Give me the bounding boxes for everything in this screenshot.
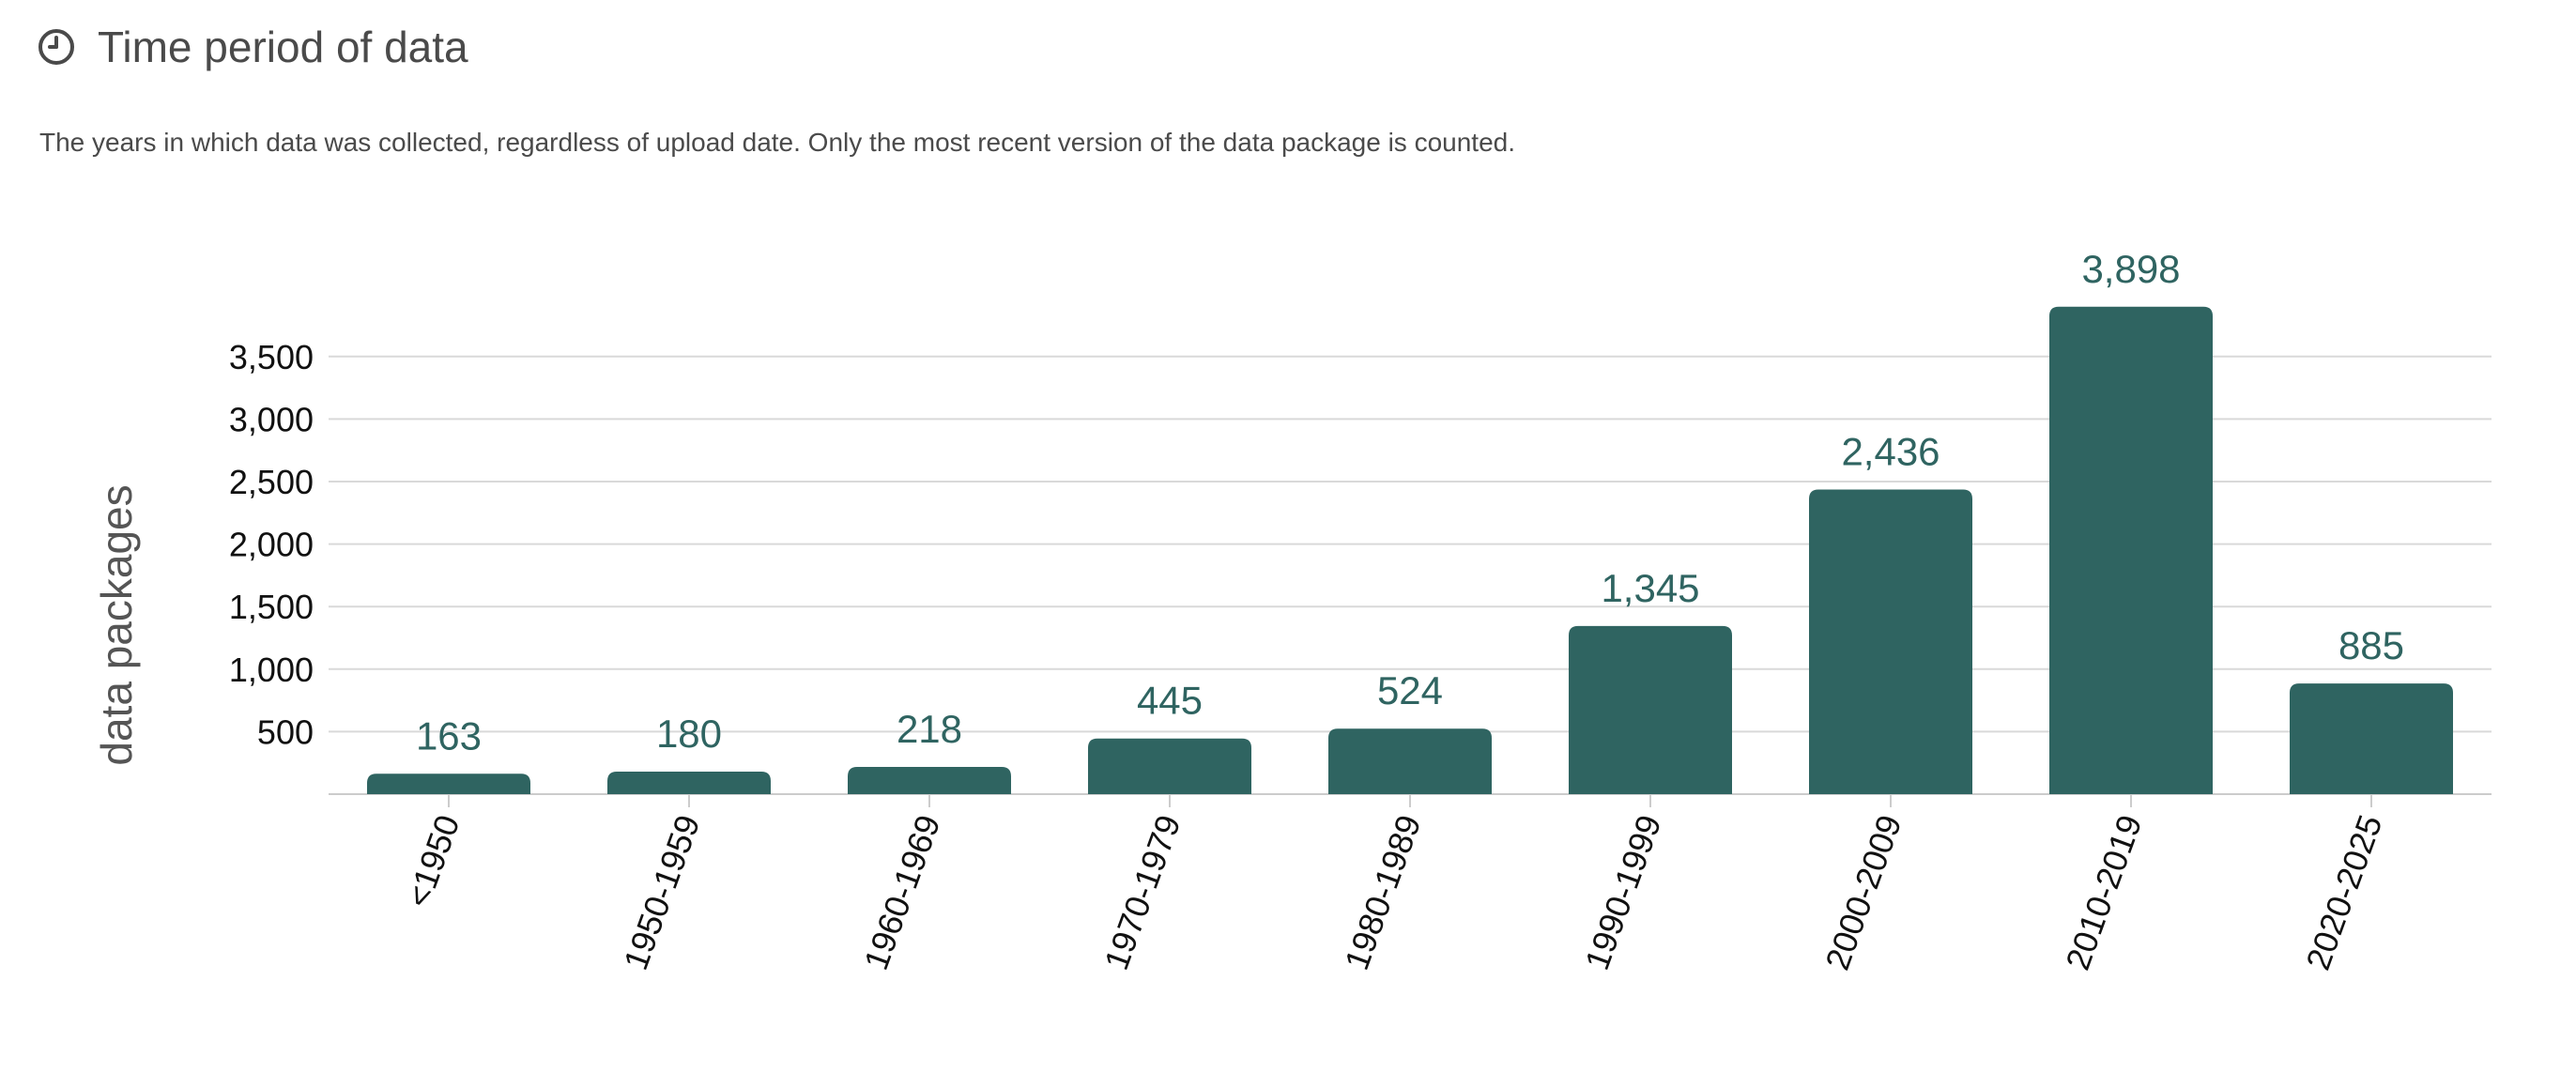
y-tick-label: 2,500 bbox=[229, 463, 314, 501]
y-tick-label: 1,500 bbox=[229, 588, 314, 626]
x-tick-label: 1950-1959 bbox=[616, 810, 707, 975]
clock-icon bbox=[38, 28, 75, 66]
bars bbox=[367, 306, 2453, 795]
y-tick-label: 2,000 bbox=[229, 526, 314, 564]
data-label: 163 bbox=[416, 713, 482, 758]
x-tick-label: 1980-1989 bbox=[1337, 810, 1428, 975]
y-tick-label: 500 bbox=[257, 712, 314, 751]
x-tick-label: 2010-2019 bbox=[2058, 810, 2149, 975]
data-label: 445 bbox=[1137, 679, 1203, 723]
bar[interactable] bbox=[1088, 738, 1251, 794]
bar[interactable] bbox=[2290, 683, 2453, 794]
y-tick-label: 3,500 bbox=[229, 338, 314, 376]
bar[interactable] bbox=[1328, 728, 1492, 794]
x-tick-label: 1970-1979 bbox=[1096, 810, 1188, 975]
y-tick-label: 3,000 bbox=[229, 400, 314, 438]
y-axis-title: data packages bbox=[92, 484, 141, 765]
data-labels: 163 180 218 445 524 1,345 2,436 3,898 885 bbox=[416, 247, 2404, 758]
bar[interactable] bbox=[1809, 489, 1972, 794]
bar[interactable] bbox=[848, 766, 1011, 794]
x-tick-label: 1990-1999 bbox=[1577, 810, 1668, 975]
x-axis-ticks: <1950 1950-1959 1960-1969 1970-1979 1980-198… bbox=[398, 794, 2390, 975]
y-tick-label: 1,000 bbox=[229, 651, 314, 689]
y-axis-ticks: 500 1,000 1,500 2,000 2,500 3,000 3,500 bbox=[229, 338, 314, 752]
data-label: 218 bbox=[897, 707, 962, 751]
data-label: 2,436 bbox=[1841, 430, 1940, 474]
chart-header: Time period of data bbox=[38, 21, 468, 73]
bar[interactable] bbox=[1569, 625, 1732, 794]
x-tick-label: 1960-1969 bbox=[856, 810, 947, 975]
x-tick-label: 2020-2025 bbox=[2298, 810, 2389, 975]
bar[interactable] bbox=[367, 773, 530, 794]
x-tick-label: <1950 bbox=[398, 810, 467, 912]
data-label: 180 bbox=[656, 712, 722, 756]
bar[interactable] bbox=[2049, 306, 2213, 795]
x-tick-label: 2000-2009 bbox=[1817, 810, 1909, 975]
bar[interactable] bbox=[607, 772, 771, 794]
data-label: 1,345 bbox=[1601, 566, 1699, 610]
data-label: 885 bbox=[2338, 623, 2404, 667]
page-title: Time period of data bbox=[98, 23, 468, 71]
data-label: 3,898 bbox=[2081, 247, 2180, 291]
data-label: 524 bbox=[1377, 668, 1443, 712]
chart-description: The years in which data was collected, r… bbox=[39, 128, 1516, 157]
